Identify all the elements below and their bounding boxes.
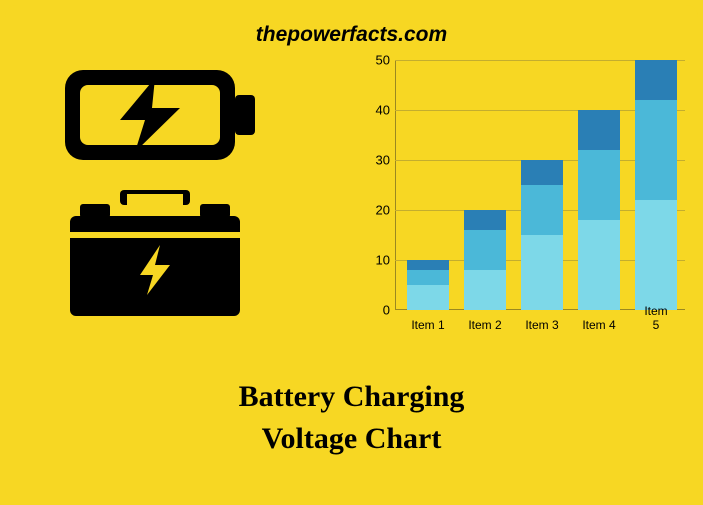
chart-x-tick-label: Item 4 bbox=[582, 318, 615, 332]
chart-bar-segment bbox=[578, 220, 620, 310]
chart-x-tick-label: Item 5 bbox=[642, 304, 671, 332]
chart-bar-segment bbox=[578, 110, 620, 150]
chart-bar-segment bbox=[521, 160, 563, 185]
chart-bar-segment bbox=[635, 200, 677, 310]
website-url: thepowerfacts.com bbox=[256, 23, 447, 47]
chart-bar-segment bbox=[464, 230, 506, 270]
chart-bar-segment bbox=[521, 235, 563, 310]
chart-y-axis bbox=[395, 60, 396, 310]
chart-y-tick-label: 20 bbox=[365, 203, 390, 218]
chart-bar-segment bbox=[635, 100, 677, 200]
voltage-bar-chart: 01020304050Item 1Item 2Item 3Item 4Item … bbox=[365, 60, 685, 340]
title-line-2: Voltage Chart bbox=[239, 418, 465, 460]
page-title: Battery Charging Voltage Chart bbox=[239, 376, 465, 460]
chart-x-tick-label: Item 2 bbox=[468, 318, 501, 332]
chart-y-tick-label: 0 bbox=[365, 303, 390, 318]
chart-bar-segment bbox=[521, 185, 563, 235]
chart-x-tick-label: Item 3 bbox=[525, 318, 558, 332]
chart-y-tick-label: 50 bbox=[365, 53, 390, 68]
charging-battery-icon bbox=[60, 60, 260, 170]
chart-bar-segment bbox=[407, 270, 449, 285]
chart-bar-segment bbox=[464, 210, 506, 230]
chart-bar-segment bbox=[407, 285, 449, 310]
chart-bar-segment bbox=[578, 150, 620, 220]
chart-bar-segment bbox=[464, 270, 506, 310]
chart-y-tick-label: 30 bbox=[365, 153, 390, 168]
chart-y-tick-label: 40 bbox=[365, 103, 390, 118]
car-battery-icon bbox=[65, 190, 245, 320]
chart-bar-segment bbox=[635, 60, 677, 100]
chart-bar-segment bbox=[407, 260, 449, 270]
chart-y-tick-label: 10 bbox=[365, 253, 390, 268]
title-line-1: Battery Charging bbox=[239, 376, 465, 418]
chart-x-tick-label: Item 1 bbox=[411, 318, 444, 332]
